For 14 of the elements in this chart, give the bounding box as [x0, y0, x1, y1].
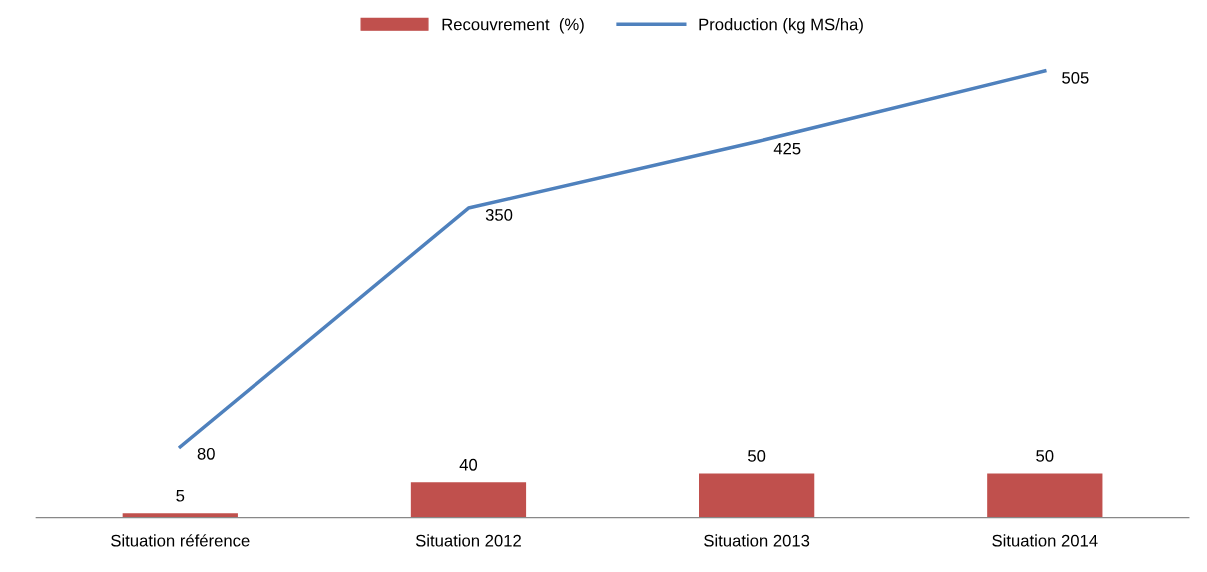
- x-tick-label: Situation 2012: [415, 534, 521, 547]
- x-tick-label: Situation 2013: [704, 534, 810, 547]
- legend-label: Production (kg MS/ha): [699, 18, 863, 34]
- legend-label: Recouvrement (%): [442, 18, 584, 34]
- x-tick-label: Situation référence: [111, 534, 250, 547]
- data-label: 5: [176, 489, 185, 502]
- data-label: 505: [1062, 71, 1089, 84]
- data-label: 40: [459, 458, 478, 471]
- data-label: 80: [197, 447, 215, 460]
- data-label: 50: [1036, 450, 1054, 462]
- x-tick-label: Situation 2014: [992, 534, 1098, 547]
- data-label: 350: [485, 209, 513, 221]
- data-label: 50: [748, 450, 766, 462]
- data-label: 425: [773, 142, 801, 155]
